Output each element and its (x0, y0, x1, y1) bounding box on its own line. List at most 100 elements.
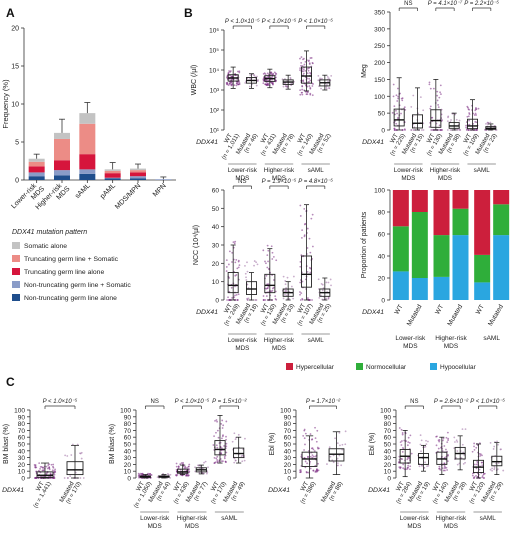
cell-bar-segment (392, 271, 409, 300)
box-data-point (34, 464, 37, 466)
group-label: MDS (235, 345, 249, 352)
box-y-tick-label: 50 (124, 442, 132, 449)
box-data-point (292, 297, 295, 300)
box-data-point (329, 278, 332, 281)
box-data-point (443, 456, 446, 459)
box-y-tick-label: 90 (284, 414, 292, 421)
cell-y-tick-label: 20 (378, 276, 386, 283)
box-data-point (316, 469, 318, 471)
a-bar-segment (104, 177, 121, 179)
box-data-point (437, 106, 440, 109)
box-data-point (308, 266, 311, 269)
box-data-point (399, 466, 402, 469)
box-data-point (497, 462, 500, 465)
box-data-point (392, 95, 395, 98)
box-data-point (50, 463, 53, 466)
box-data-point (317, 79, 320, 82)
a-bar-segment (104, 178, 121, 180)
a-bar-segment (79, 173, 96, 180)
box-data-point (194, 470, 197, 473)
box-data-point (39, 467, 41, 470)
box-data-point (340, 464, 343, 467)
box-data-point (420, 464, 423, 467)
box-data-point (306, 72, 309, 75)
box-data-point (225, 420, 228, 423)
box-data-point (327, 281, 330, 284)
box-data-point (444, 469, 446, 472)
box-data-point (307, 69, 310, 72)
a-legend-label: Non-truncating germ line alone (24, 295, 117, 302)
box-y-tick-label: 70 (18, 428, 26, 435)
box-data-point (228, 290, 231, 293)
box-data-point (299, 69, 301, 71)
box-data-point (410, 106, 413, 108)
group-label: Higher-risk (436, 515, 467, 522)
box-data-point (225, 451, 228, 454)
box-data-point (339, 444, 341, 447)
box-data-point (397, 97, 400, 100)
box-data-point (231, 296, 233, 299)
box-data-point (302, 80, 305, 83)
box-data-point (464, 428, 467, 431)
box-data-point (53, 477, 56, 479)
box-data-point (216, 446, 219, 449)
box-data-point (310, 447, 313, 450)
group-label: MDS (401, 175, 415, 182)
box-data-point (244, 265, 246, 267)
box-data-point (223, 457, 226, 460)
box-y-tick-label: 80 (284, 421, 292, 428)
box-data-point (487, 122, 490, 124)
box-data-point (336, 462, 339, 465)
box-data-point (420, 450, 422, 453)
box-data-point (326, 463, 328, 465)
box-data-point (213, 435, 215, 438)
box-y-tick-label: 250 (374, 43, 385, 50)
box-y-tick-label: 40 (124, 448, 132, 455)
box-data-point (263, 299, 265, 301)
box-data-point (437, 447, 440, 450)
gene-label: DDX41 (368, 487, 390, 494)
box-data-point (401, 99, 404, 102)
box-data-point (299, 260, 302, 263)
box-data-point (309, 72, 312, 75)
a-y-tick-label: 10 (11, 102, 19, 109)
box-data-point (325, 86, 328, 88)
box-data-point (222, 424, 225, 427)
box-data-point (310, 217, 313, 220)
box-data-point (393, 105, 396, 108)
box-data-point (299, 469, 301, 472)
box-data-point (395, 122, 398, 125)
box-iqr (412, 114, 423, 129)
box-data-point (267, 260, 269, 263)
box-data-point (317, 469, 320, 472)
box-y-tick-label: 20 (384, 462, 392, 469)
box-data-point (428, 81, 431, 84)
gene-label: DDX41 (196, 139, 218, 146)
box-data-point (272, 81, 274, 84)
box-y-tick-label: 80 (124, 421, 132, 428)
cell-y-tick-label: 0 (381, 298, 385, 305)
box-data-point (300, 292, 303, 295)
box-data-point (253, 260, 256, 262)
box-data-point (314, 470, 317, 473)
box-data-point (308, 62, 311, 64)
box-data-point (394, 129, 396, 131)
box-data-point (473, 114, 476, 116)
box-y-tick-label: 200 (374, 60, 385, 67)
a-bar-segment (28, 158, 45, 162)
box-data-point (186, 474, 189, 477)
box-iqr (393, 108, 405, 127)
box-data-point (303, 63, 306, 66)
box-x-label: WT (299, 480, 310, 492)
box-y-tick-label: 20 (212, 261, 220, 268)
box-data-point (402, 463, 405, 466)
box-y-tick-label: 60 (384, 435, 392, 442)
box-data-point (306, 67, 309, 70)
box-y-tick-label: 50 (284, 442, 292, 449)
box-data-point (446, 120, 449, 123)
box-data-point (45, 465, 48, 468)
box-data-point (465, 126, 467, 129)
box-data-point (311, 94, 314, 97)
box-data-point (418, 465, 421, 468)
box-data-point (314, 455, 317, 458)
